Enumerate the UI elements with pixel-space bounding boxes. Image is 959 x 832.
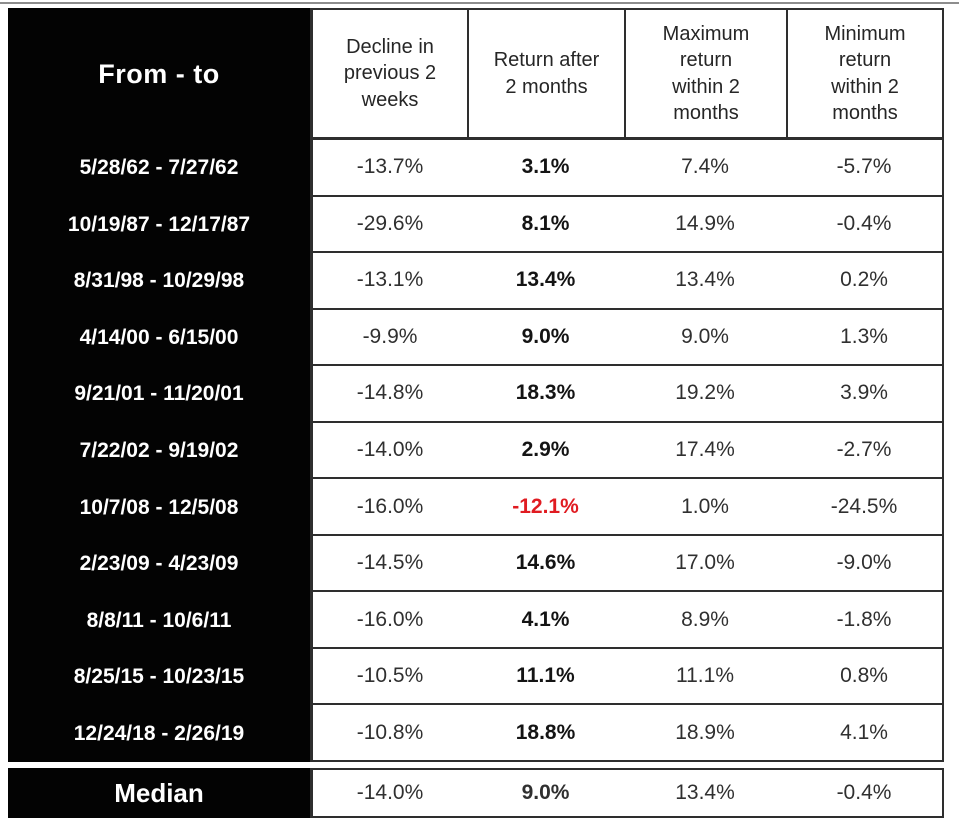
row-min-return-value: 0.8% <box>786 648 944 706</box>
row-period-label: 4/14/00 - 6/15/00 <box>8 309 310 367</box>
figure-top-border <box>0 2 959 4</box>
row-min-return-value: -0.4% <box>786 196 944 254</box>
row-period-label: 8/8/11 - 10/6/11 <box>8 592 310 649</box>
row-min-return-value: -1.8% <box>786 592 944 649</box>
row-max-return-value: 17.0% <box>624 535 786 593</box>
row-period-label: 10/19/87 - 12/17/87 <box>8 196 310 254</box>
row-max-return-value: 17.4% <box>624 422 786 480</box>
median-min-return-value: -0.4% <box>786 768 944 819</box>
row-return-value: 18.3% <box>467 366 624 423</box>
row-max-return-value: 11.1% <box>624 648 786 706</box>
row-decline-value: -14.0% <box>310 422 467 480</box>
row-return-value: 11.1% <box>467 648 624 706</box>
row-period-label: 12/24/18 - 2/26/19 <box>8 705 310 763</box>
row-decline-value: -29.6% <box>310 196 467 254</box>
column-header-min-return: Minimum return within 2 months <box>786 8 944 140</box>
row-period-label: 8/25/15 - 10/23/15 <box>8 648 310 706</box>
median-return-value: 9.0% <box>467 768 624 819</box>
row-max-return-value: 1.0% <box>624 479 786 536</box>
returns-table-grid: From - to Decline in previous 2 weeks Re… <box>8 8 944 763</box>
row-min-return-value: 4.1% <box>786 705 944 763</box>
row-decline-value: -13.7% <box>310 140 467 197</box>
median-decline-value: -14.0% <box>310 768 467 819</box>
row-return-value: 18.8% <box>467 705 624 763</box>
row-max-return-value: 7.4% <box>624 140 786 197</box>
median-row: Median -14.0% 9.0% 13.4% -0.4% <box>8 768 944 819</box>
row-period-label: 7/22/02 - 9/19/02 <box>8 422 310 480</box>
column-header-return-after: Return after 2 months <box>467 8 624 140</box>
median-label: Median <box>8 768 310 819</box>
row-decline-value: -10.8% <box>310 705 467 763</box>
median-max-return-value: 13.4% <box>624 768 786 819</box>
row-min-return-value: 3.9% <box>786 366 944 423</box>
row-min-return-value: -2.7% <box>786 422 944 480</box>
row-return-value: 3.1% <box>467 140 624 197</box>
row-max-return-value: 19.2% <box>624 366 786 423</box>
row-min-return-value: -24.5% <box>786 479 944 536</box>
row-min-return-value: -5.7% <box>786 140 944 197</box>
column-header-max-return: Maximum return within 2 months <box>624 8 786 140</box>
row-return-value: 2.9% <box>467 422 624 480</box>
row-decline-value: -14.5% <box>310 535 467 593</box>
row-return-value: -12.1% <box>467 479 624 536</box>
row-return-value: 8.1% <box>467 196 624 254</box>
row-period-label: 10/7/08 - 12/5/08 <box>8 479 310 536</box>
row-max-return-value: 14.9% <box>624 196 786 254</box>
row-return-value: 4.1% <box>467 592 624 649</box>
row-period-label: 9/21/01 - 11/20/01 <box>8 366 310 423</box>
row-period-label: 8/31/98 - 10/29/98 <box>8 253 310 310</box>
row-period-label: 2/23/09 - 4/23/09 <box>8 535 310 593</box>
row-decline-value: -13.1% <box>310 253 467 310</box>
row-max-return-value: 8.9% <box>624 592 786 649</box>
row-max-return-value: 9.0% <box>624 309 786 367</box>
row-max-return-value: 18.9% <box>624 705 786 763</box>
row-decline-value: -16.0% <box>310 479 467 536</box>
row-min-return-value: 0.2% <box>786 253 944 310</box>
row-return-value: 13.4% <box>467 253 624 310</box>
row-decline-value: -9.9% <box>310 309 467 367</box>
returns-table: From - to Decline in previous 2 weeks Re… <box>8 8 944 819</box>
row-return-value: 9.0% <box>467 309 624 367</box>
column-header-from-to: From - to <box>8 8 310 140</box>
row-decline-value: -14.8% <box>310 366 467 423</box>
row-max-return-value: 13.4% <box>624 253 786 310</box>
row-min-return-value: 1.3% <box>786 309 944 367</box>
column-header-decline: Decline in previous 2 weeks <box>310 8 467 140</box>
row-min-return-value: -9.0% <box>786 535 944 593</box>
row-period-label: 5/28/62 - 7/27/62 <box>8 140 310 197</box>
row-decline-value: -16.0% <box>310 592 467 649</box>
row-decline-value: -10.5% <box>310 648 467 706</box>
row-return-value: 14.6% <box>467 535 624 593</box>
